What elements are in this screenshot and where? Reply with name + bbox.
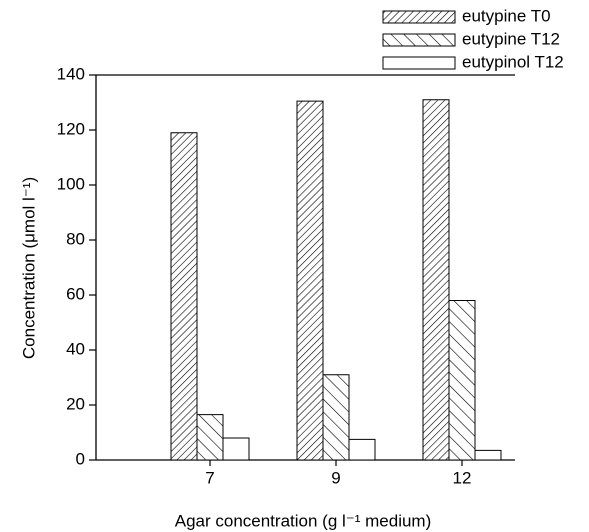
y-tick-label: 40: [66, 339, 85, 358]
bar: [170, 132, 198, 461]
legend-label: eutypine T0: [462, 6, 551, 25]
y-tick-label: 80: [66, 229, 85, 248]
x-tick-label: 12: [453, 468, 472, 487]
y-tick-label: 140: [57, 64, 85, 83]
bar: [448, 300, 476, 461]
bar: [348, 438, 376, 461]
bar: [474, 449, 502, 461]
bar: [422, 99, 450, 461]
bar: [296, 100, 324, 461]
legend-swatch: [382, 10, 456, 24]
y-axis-label: Concentration (μmol l⁻¹): [19, 177, 38, 359]
x-tick-label: 7: [205, 468, 214, 487]
bar: [322, 374, 350, 461]
y-tick-label: 60: [66, 284, 85, 303]
legend-swatch: [382, 56, 456, 70]
bar: [196, 414, 224, 461]
bar: [222, 437, 250, 461]
y-tick-label: 0: [76, 449, 85, 468]
legend-label: eutypinol T12: [462, 52, 564, 71]
legend-swatch: [382, 33, 456, 47]
x-axis-label: Agar concentration (g l⁻¹ medium): [175, 511, 432, 530]
x-tick-label: 9: [331, 468, 340, 487]
y-tick-label: 100: [57, 174, 85, 193]
y-tick-label: 120: [57, 119, 85, 138]
legend-label: eutypine T12: [462, 29, 560, 48]
y-tick-label: 20: [66, 394, 85, 413]
